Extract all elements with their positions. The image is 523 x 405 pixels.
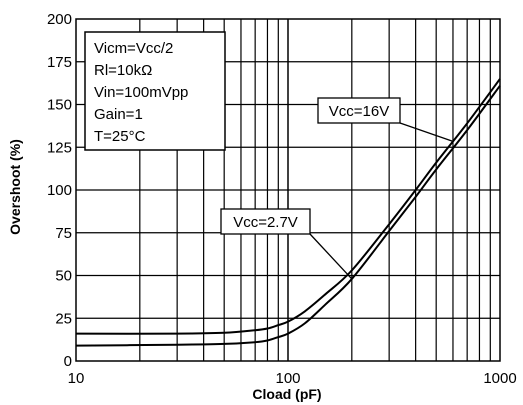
y-tick-label: 150 (47, 97, 72, 114)
x-tick-label: 1000 (483, 370, 516, 387)
annotation-layer: Vcc=16V Vcc=2.7V (220, 97, 454, 280)
x-tick-labels: 10 100 1000 (68, 370, 517, 387)
x-tick-label: 100 (275, 370, 300, 387)
y-tick-label: 0 (64, 353, 72, 370)
y-tick-label: 75 (55, 225, 72, 242)
series-line-vcc-2-7v (75, 85, 501, 347)
x-tick-label: 10 (68, 370, 85, 387)
y-tick-label: 100 (47, 182, 72, 199)
condition-temperature: T=25°C (94, 128, 146, 145)
y-axis-label: Overshoot (%) (7, 139, 23, 235)
grid-lines (76, 19, 500, 361)
y-tick-labels: 0 25 50 75 100 125 150 175 200 (47, 11, 72, 370)
callout-label-vcc-16v: Vcc=16V (329, 103, 389, 120)
condition-vicm: Vicm=Vcc/2 (94, 40, 173, 57)
series-layer (75, 78, 501, 347)
callout-leader-vcc-16v (399, 122, 454, 142)
callout-box-vcc-2-7v (220, 208, 311, 235)
y-tick-label: 50 (55, 268, 72, 285)
y-tick-label: 175 (47, 54, 72, 71)
y-tick-label: 200 (47, 11, 72, 28)
condition-vin: Vin=100mVpp (94, 84, 188, 101)
callout-label-vcc-2-7v: Vcc=2.7V (233, 214, 298, 231)
condition-rl: Rl=10kΩ (94, 62, 152, 79)
x-axis-label: Cload (pF) (252, 386, 321, 402)
callout-leader-vcc-2-7v (309, 233, 353, 280)
condition-gain: Gain=1 (94, 106, 143, 123)
series-line-vcc-16v (75, 78, 501, 335)
conditions-box: Vicm=Vcc/2 Rl=10kΩ Vin=100mVpp Gain=1 T=… (84, 31, 226, 151)
plot-frame (75, 18, 501, 362)
callout-box-vcc-16v (317, 97, 401, 124)
conditions-box-frame (84, 31, 226, 151)
y-tick-label: 125 (47, 139, 72, 156)
y-tick-label: 25 (55, 310, 72, 327)
